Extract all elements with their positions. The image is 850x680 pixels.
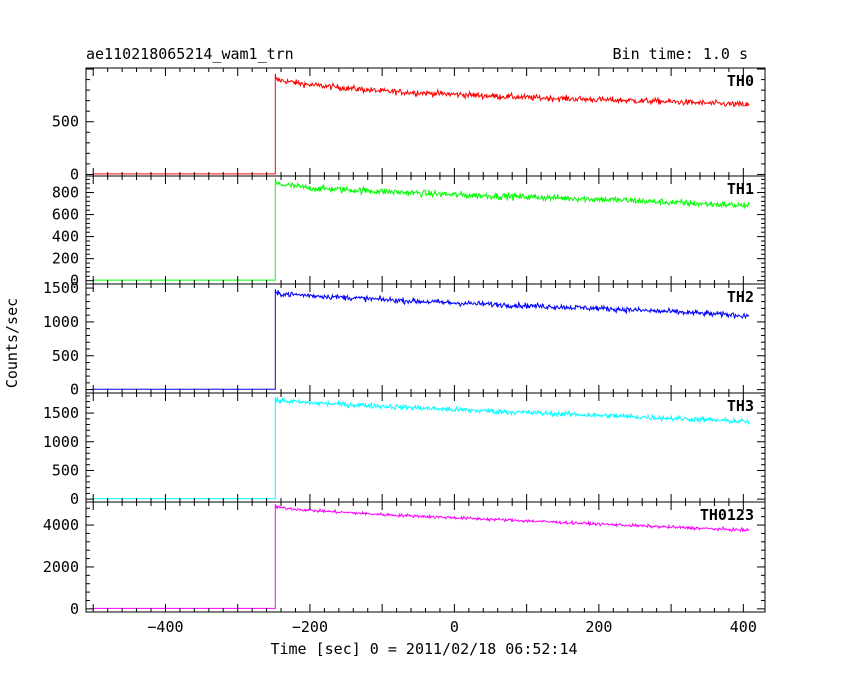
y-tick-label: 600 bbox=[52, 206, 79, 224]
panel-group: 0 500 TH0 0 200 400 600 800 TH1 0 500 1000 1500 TH2 0 5… bbox=[43, 67, 766, 636]
series-label-th2: TH2 bbox=[727, 288, 754, 306]
panel-frame bbox=[85, 283, 766, 394]
y-tick-label: 2000 bbox=[43, 558, 79, 576]
x-tick-label: 0 bbox=[450, 618, 459, 636]
panel-th1: 0 200 400 600 800 TH1 bbox=[52, 175, 766, 290]
panel-frame bbox=[85, 501, 766, 613]
panel-frame bbox=[85, 392, 766, 503]
y-tick-label: 400 bbox=[52, 228, 79, 246]
y-tick-label: 1500 bbox=[43, 404, 79, 422]
series-line-th0123 bbox=[93, 504, 750, 609]
panel-th2: 0 500 1000 1500 TH2 bbox=[43, 279, 766, 399]
y-tick-label: 200 bbox=[52, 250, 79, 268]
series-label-th0123: TH0123 bbox=[700, 506, 754, 524]
panel-frame bbox=[85, 67, 766, 177]
panel-th3: 0 500 1000 1500 TH3 bbox=[43, 392, 766, 508]
series-line-th1 bbox=[93, 177, 750, 281]
y-tick-label: 0 bbox=[70, 272, 79, 290]
panel-th0123: 0 2000 4000 TH0123 bbox=[43, 501, 766, 618]
x-tick-label: −200 bbox=[292, 618, 328, 636]
series-line-th2 bbox=[93, 289, 750, 390]
chart-title: ae110218065214_wam1_trn bbox=[86, 45, 294, 63]
y-tick-label: 1000 bbox=[43, 433, 79, 451]
y-tick-label: 0 bbox=[70, 490, 79, 508]
y-tick-label: 0 bbox=[70, 600, 79, 618]
y-tick-label: 4000 bbox=[43, 516, 79, 534]
y-tick-label: 800 bbox=[52, 184, 79, 202]
x-tick-label: −400 bbox=[147, 618, 183, 636]
x-tick-label: 400 bbox=[730, 618, 757, 636]
y-tick-label: 0 bbox=[70, 381, 79, 399]
y-tick-label: 1500 bbox=[43, 279, 79, 297]
series-label-th1: TH1 bbox=[727, 180, 754, 198]
y-tick-label: 500 bbox=[52, 113, 79, 131]
series-line-th0 bbox=[93, 73, 750, 175]
y-tick-label: 1000 bbox=[43, 313, 79, 331]
series-label-th3: TH3 bbox=[727, 397, 754, 415]
y-tick-label: 500 bbox=[52, 347, 79, 365]
series-line-th3 bbox=[93, 396, 750, 500]
series-label-th0: TH0 bbox=[727, 72, 754, 90]
x-axis-label: Time [sec] 0 = 2011/02/18 06:52:14 bbox=[270, 640, 577, 658]
y-axis-label: Counts/sec bbox=[3, 298, 21, 388]
x-tick-label: 200 bbox=[585, 618, 612, 636]
y-tick-label: 0 bbox=[70, 165, 79, 183]
bin-time-label: Bin time: 1.0 s bbox=[613, 45, 748, 63]
panel-th0: 0 500 TH0 bbox=[52, 67, 766, 183]
y-tick-label: 500 bbox=[52, 461, 79, 479]
